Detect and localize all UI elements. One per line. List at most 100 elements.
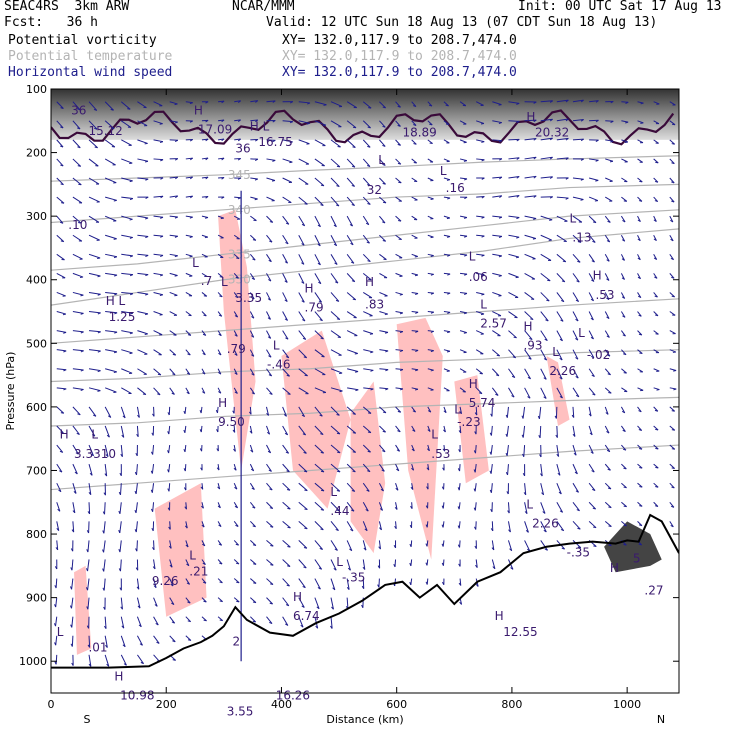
- wind-vector-708: [152, 444, 155, 455]
- wind-vector-472: [121, 330, 133, 334]
- wind-vector-head-685: [412, 429, 416, 432]
- wind-vector-head-696: [589, 432, 593, 436]
- wind-vector-head-828: [201, 505, 204, 509]
- annotation-48: H: [60, 428, 69, 442]
- wind-vector-head-751: [216, 467, 220, 471]
- wind-vector-668: [136, 425, 139, 437]
- wind-vector-head-726: [442, 448, 446, 452]
- wind-vector-head-24: [445, 104, 449, 107]
- wind-vector-head-1030: [105, 644, 108, 648]
- wind-vector-534: [492, 349, 501, 357]
- wind-vector-845: [474, 502, 477, 511]
- wind-vector-791: [233, 482, 238, 490]
- wind-vector-head-188: [580, 178, 584, 181]
- wind-vector-head-613: [511, 395, 515, 398]
- wind-vector-415: [459, 291, 468, 294]
- wind-vector-12: [250, 100, 258, 103]
- wind-vector-head-813: [592, 488, 596, 491]
- wind-vector-head-531: [446, 350, 451, 353]
- wind-vector-424: [604, 292, 610, 300]
- wind-vector-793: [266, 482, 273, 491]
- annotation-68: H: [610, 561, 619, 575]
- wind-vector-head-491: [430, 330, 434, 333]
- terrain-line: [51, 513, 679, 669]
- wind-vector-head-912: [319, 547, 323, 550]
- wind-vector-head-585: [63, 388, 67, 391]
- wind-vector-564: [347, 368, 359, 372]
- wind-vector-head-493: [463, 332, 467, 334]
- wind-vector-344: [572, 253, 581, 263]
- wind-vector-head-131: [289, 161, 293, 164]
- wind-vector-1003: [282, 597, 290, 607]
- wind-vector-head-809: [523, 492, 527, 496]
- wind-vector-767: [474, 464, 477, 473]
- wind-vector-head-934: [70, 567, 73, 571]
- wind-vector-head-908: [252, 544, 257, 546]
- wind-vector-607: [411, 387, 419, 390]
- pink-region-2: [350, 381, 386, 554]
- wind-vector-head-134: [336, 165, 340, 168]
- wind-vector-head-987: [458, 582, 462, 586]
- wind-vector-head-22: [412, 105, 417, 108]
- wind-vector-496: [508, 330, 517, 339]
- wind-vector-125: [185, 157, 193, 160]
- wind-vector-339: [492, 253, 502, 257]
- wind-vector-724: [411, 444, 415, 452]
- wind-vector-head-378: [498, 275, 502, 277]
- wind-vector-head-709: [167, 450, 170, 454]
- annotation-4: H L: [250, 119, 270, 133]
- wind-vector-head-23: [428, 104, 433, 107]
- wind-vector-685: [411, 425, 416, 432]
- wind-vector-833: [282, 501, 291, 510]
- wind-vector-head-323: [236, 257, 240, 260]
- wind-vector-251: [330, 215, 337, 227]
- wind-vector-593: [185, 387, 190, 395]
- wind-vector-664: [72, 425, 80, 435]
- wind-vector-503: [620, 330, 626, 337]
- wind-vector-head-661: [654, 409, 658, 412]
- wind-vector-head-965: [102, 587, 105, 591]
- wind-vector-head-747: [150, 470, 153, 474]
- wind-vector-head-822: [102, 511, 105, 515]
- wind-vector-head-970: [186, 582, 190, 585]
- wind-vector-851: [572, 501, 580, 512]
- wind-vector-head-951: [347, 567, 351, 571]
- wind-vector-172: [314, 177, 325, 187]
- wind-vector-744: [104, 464, 108, 477]
- wind-vector-1006: [330, 597, 334, 610]
- wind-vector-head-748: [167, 469, 170, 473]
- wind-vector-402: [249, 292, 255, 300]
- wind-vector-head-968: [153, 585, 157, 589]
- wind-vector-head-78: [60, 145, 64, 148]
- wind-vector-781: [72, 483, 77, 494]
- wind-vector-head-740: [671, 448, 675, 450]
- wind-vector-552: [153, 368, 162, 376]
- wind-vector-586: [72, 387, 84, 390]
- wind-vector-head-282: [204, 236, 208, 239]
- wind-vector-15: [298, 101, 311, 104]
- wind-vector-553: [169, 368, 176, 376]
- wind-vector-head-242: [189, 216, 193, 219]
- wind-vector-head-984: [409, 581, 412, 586]
- wind-vector-849: [540, 502, 546, 514]
- wind-vector-head-977: [302, 585, 306, 589]
- wind-vector-head-643: [367, 412, 372, 414]
- wind-vector-head-575: [527, 376, 531, 380]
- wind-vector-head-602: [339, 390, 343, 393]
- wind-vector-190: [605, 177, 613, 182]
- wind-vector-head-931: [623, 543, 627, 546]
- wind-vector-1014: [120, 616, 125, 629]
- wind-vector-560: [282, 368, 290, 377]
- wind-vector-head-941: [186, 563, 190, 567]
- wind-vector-head-597: [251, 392, 255, 395]
- wind-vector-head-851: [576, 509, 580, 512]
- wind-vector-head-393: [114, 293, 118, 296]
- wind-vector-head-250: [317, 224, 321, 228]
- wind-vector-head-921: [457, 544, 461, 548]
- wind-vector-head-227: [580, 199, 584, 201]
- wind-vector-13: [266, 100, 276, 103]
- wind-vector-19: [362, 101, 372, 109]
- wind-vector-head-480: [250, 335, 255, 338]
- wind-vector-head-311: [670, 238, 674, 242]
- wind-vector-head-212: [335, 204, 340, 207]
